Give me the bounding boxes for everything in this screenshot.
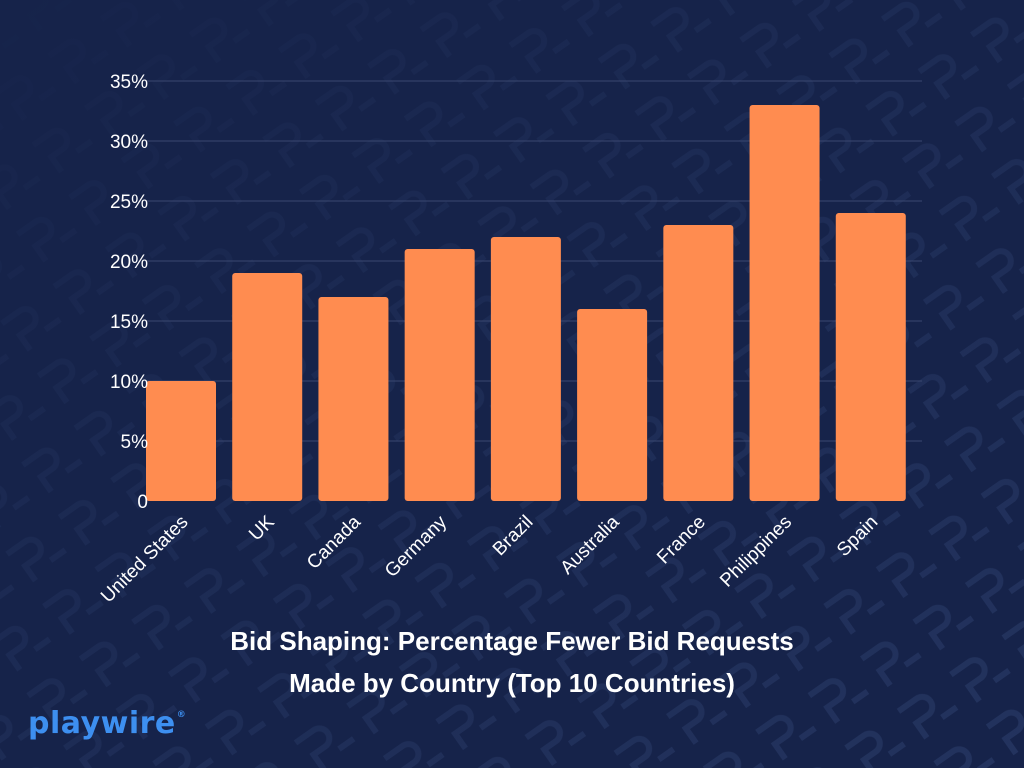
- bars: [146, 105, 906, 501]
- x-category-label: Philippines: [716, 512, 796, 592]
- chart-title-line-2: Made by Country (Top 10 Countries): [289, 668, 735, 698]
- x-category-label: Germany: [381, 511, 451, 581]
- logo-text: playwire: [28, 706, 176, 741]
- y-tick-label: 35%: [110, 72, 148, 93]
- bar-spain: [835, 213, 906, 501]
- y-tick-label: 15%: [110, 312, 148, 333]
- y-tick-label: 25%: [110, 192, 148, 213]
- bar-canada: [318, 297, 389, 501]
- bar-germany: [404, 249, 475, 501]
- bar-australia: [577, 309, 648, 501]
- y-tick-label: 5%: [121, 432, 149, 453]
- x-category-label: Canada: [303, 511, 365, 573]
- bar-brazil: [490, 237, 561, 501]
- x-category-label: UK: [245, 511, 279, 545]
- y-axis-ticks: 0 5% 10% 15% 20% 25% 30% 35%: [110, 72, 148, 513]
- x-category-label: Australia: [557, 511, 624, 578]
- playwire-logo: playwire®: [28, 706, 186, 741]
- y-tick-label: 0: [137, 492, 148, 513]
- x-category-label: Spain: [833, 512, 882, 561]
- x-axis-labels: United States UK Canada Germany Brazil Austra…: [97, 511, 882, 607]
- x-category-label: Brazil: [489, 512, 537, 560]
- chart-title-line-1: Bid Shaping: Percentage Fewer Bid Reques…: [230, 626, 794, 656]
- x-category-label: France: [653, 512, 710, 569]
- y-tick-label: 30%: [110, 132, 148, 153]
- bar-france: [663, 225, 734, 501]
- y-tick-label: 20%: [110, 252, 148, 273]
- bar-united-states: [146, 381, 216, 501]
- y-tick-label: 10%: [110, 372, 148, 393]
- x-category-label: United States: [97, 512, 193, 608]
- bar-uk: [232, 273, 303, 501]
- bar-philippines: [749, 105, 820, 501]
- registered-mark: ®: [176, 710, 187, 720]
